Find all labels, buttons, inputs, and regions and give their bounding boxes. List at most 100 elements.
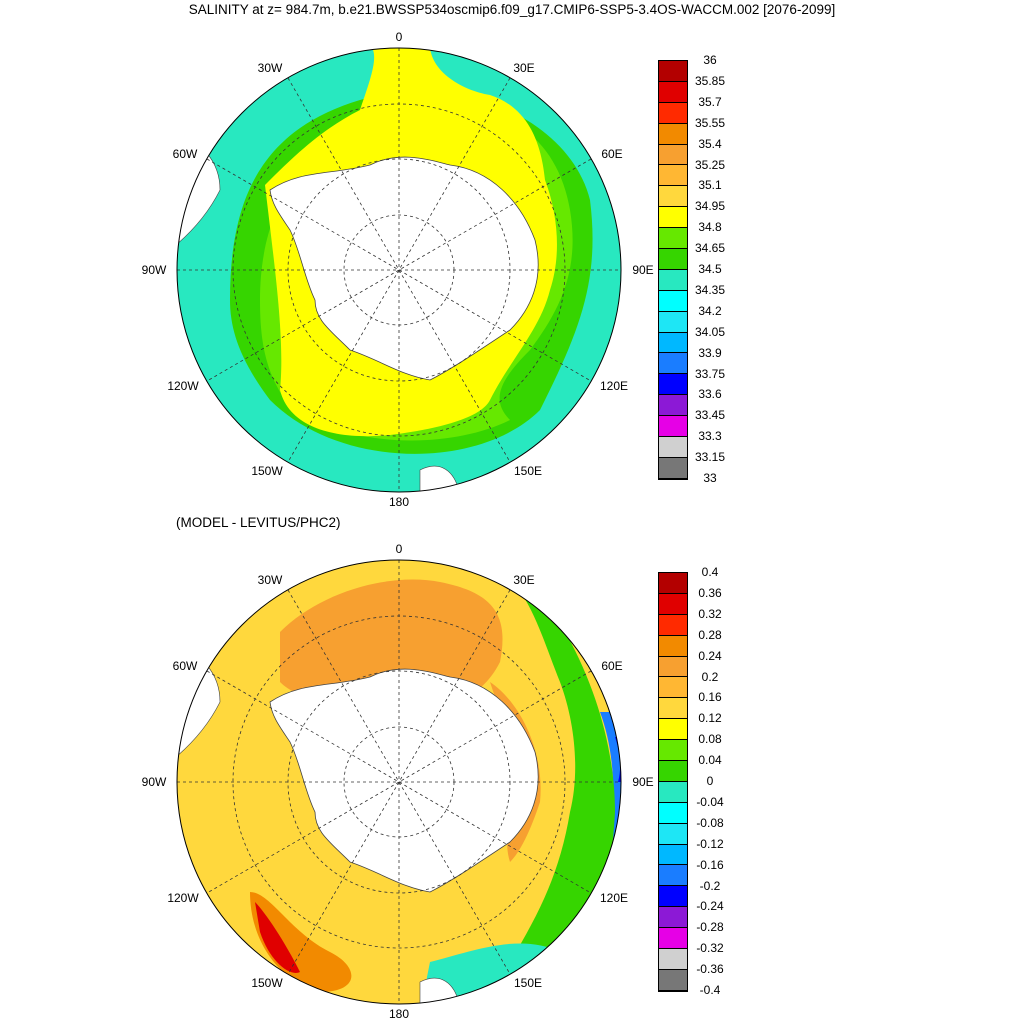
salinity-colorbar-swatch-9 <box>659 249 687 270</box>
difference-colorbar-swatch-8 <box>659 740 687 762</box>
difference-colorbar-swatch-5 <box>659 677 687 699</box>
difference-colorbar-swatch-4 <box>659 656 687 678</box>
difference-colorbar-swatch-18 <box>659 949 687 970</box>
lon-label-150w: 150W <box>251 464 283 478</box>
difference-colorbar-swatch-11 <box>659 802 687 824</box>
lon-label-150w: 150W <box>251 976 283 990</box>
difference-colorbar-swatch-16 <box>659 907 687 929</box>
lon-label-120e: 120E <box>599 891 629 905</box>
salinity-colorbar-tick-label: 34.05 <box>694 324 726 339</box>
salinity-colorbar-swatch-17 <box>659 416 687 438</box>
salinity-colorbar-swatch-19 <box>659 457 687 479</box>
graticule <box>177 48 621 492</box>
salinity-colorbar-tick-label: 33.9 <box>698 345 722 360</box>
salinity-colorbar-tick-label: 33.15 <box>694 450 726 465</box>
difference-colorbar-swatch-3 <box>659 635 687 657</box>
salinity-colorbar-tick-label: 35.85 <box>694 73 726 88</box>
anomaly-high-southwest <box>250 892 352 992</box>
difference-colorbar-swatch-17 <box>659 928 687 950</box>
salinity-colorbar-tick-label: 35.25 <box>694 157 726 172</box>
graticule <box>177 560 621 1004</box>
difference-colorbar-tick-label: -0.08 <box>696 815 724 830</box>
anomaly-near-zero-east <box>480 572 615 1004</box>
salinity-colorbar-swatch-0 <box>659 61 687 82</box>
lon-label-90e: 90E <box>632 263 654 277</box>
difference-colorbar-tick-label: 0.04 <box>698 753 722 768</box>
difference-colorbar-swatch-14 <box>659 865 687 887</box>
difference-colorbar-tick-label: 0.28 <box>698 627 722 642</box>
salinity-colorbar-swatch-1 <box>659 81 687 103</box>
difference-colorbar-swatch-12 <box>659 823 687 845</box>
lon-label-30e: 30E <box>513 573 535 587</box>
salinity-colorbar-swatch-8 <box>659 228 687 250</box>
antarctica-land <box>269 668 539 893</box>
difference-colorbar-tick-label: -0.2 <box>699 878 721 893</box>
lon-label-30w: 30W <box>257 573 283 587</box>
difference-colorbar-swatch-9 <box>659 761 687 782</box>
salinity-colorbar-swatch-7 <box>659 207 687 229</box>
salinity-colorbar-swatch-12 <box>659 311 687 333</box>
difference-colorbar-tick-label: 0 <box>706 774 714 788</box>
salinity-colorbar-tick-label: 36 <box>703 53 717 67</box>
difference-map-canvas <box>176 559 622 1005</box>
salinity-colorbar-tick-label: 35.1 <box>698 178 722 193</box>
salinity-colorbar-tick-label: 34.5 <box>698 262 722 276</box>
difference-colorbar-swatch-19 <box>659 969 687 991</box>
lon-label-90w: 90W <box>141 775 167 789</box>
salinity-colorbar-tick-label: 33.3 <box>698 429 722 444</box>
difference-colorbar <box>658 572 688 992</box>
difference-subtitle: (MODEL - LEVITUS/PHC2) <box>176 515 341 530</box>
salinity-colorbar-swatch-2 <box>659 102 687 124</box>
salinity-map-canvas <box>176 47 622 493</box>
salinity-colorbar-swatch-13 <box>659 332 687 354</box>
difference-colorbar-tick-label: -0.4 <box>699 983 721 997</box>
salinity-colorbar-tick-label: 33 <box>703 471 717 485</box>
salinity-colorbar-tick-label: 35.7 <box>698 94 722 109</box>
salinity-colorbar-tick-label: 34.65 <box>694 241 726 256</box>
salinity-colorbar-tick-label: 34.2 <box>698 303 722 318</box>
lon-label-60w: 60W <box>172 659 198 673</box>
salinity-colorbar-tick-label: 33.6 <box>698 387 722 402</box>
map-boundary <box>176 47 622 493</box>
salinity-colorbar-tick-label: 34.95 <box>694 199 726 214</box>
salinity-colorbar-swatch-15 <box>659 374 687 396</box>
difference-colorbar-tick-label: 0.08 <box>698 732 722 747</box>
salinity-colorbar-swatch-11 <box>659 290 687 312</box>
salinity-colorbar-swatch-10 <box>659 269 687 291</box>
difference-colorbar-tick-label: -0.24 <box>696 899 724 914</box>
difference-colorbar-swatch-7 <box>659 719 687 741</box>
difference-colorbar-tick-label: 0.2 <box>701 669 719 684</box>
difference-colorbar-swatch-10 <box>659 781 687 803</box>
difference-colorbar-swatch-2 <box>659 614 687 636</box>
lon-label-30e: 30E <box>513 61 535 75</box>
salinity-colorbar-tick-label: 35.55 <box>694 115 726 130</box>
lon-label-0: 0 <box>395 542 403 556</box>
map-boundary <box>176 559 622 1005</box>
anomaly-max-southwest <box>255 902 300 973</box>
difference-colorbar-tick-label: 0.16 <box>698 690 722 705</box>
salinity-colorbar-swatch-14 <box>659 353 687 375</box>
lon-label-90e: 90E <box>632 775 654 789</box>
difference-colorbar-swatch-6 <box>659 698 687 720</box>
salinity-colorbar-tick-label: 33.75 <box>694 366 726 381</box>
difference-colorbar-tick-label: -0.12 <box>696 836 724 851</box>
salinity-colorbar-swatch-4 <box>659 144 687 166</box>
salinity-colorbar-swatch-3 <box>659 123 687 145</box>
salinity-colorbar-tick-label: 34.8 <box>698 220 722 235</box>
difference-colorbar-swatch-0 <box>659 573 687 594</box>
difference-colorbar-tick-label: -0.16 <box>696 857 724 872</box>
difference-colorbar-tick-label: -0.36 <box>696 962 724 977</box>
lon-label-150e: 150E <box>513 976 543 990</box>
lon-label-60e: 60E <box>601 147 623 161</box>
lon-label-120e: 120E <box>599 379 629 393</box>
salinity-colorbar-tick-label: 34.35 <box>694 282 726 297</box>
salinity-colorbar-swatch-5 <box>659 165 687 187</box>
lon-label-90w: 90W <box>141 263 167 277</box>
lon-label-120w: 120W <box>167 379 199 393</box>
lon-label-120w: 120W <box>167 891 199 905</box>
difference-colorbar-tick-label: 0.12 <box>698 711 722 726</box>
lon-label-30w: 30W <box>257 61 283 75</box>
difference-colorbar-tick-label: 0.4 <box>701 565 719 579</box>
difference-colorbar-tick-label: 0.24 <box>698 648 722 663</box>
lon-label-180: 180 <box>388 1007 410 1021</box>
